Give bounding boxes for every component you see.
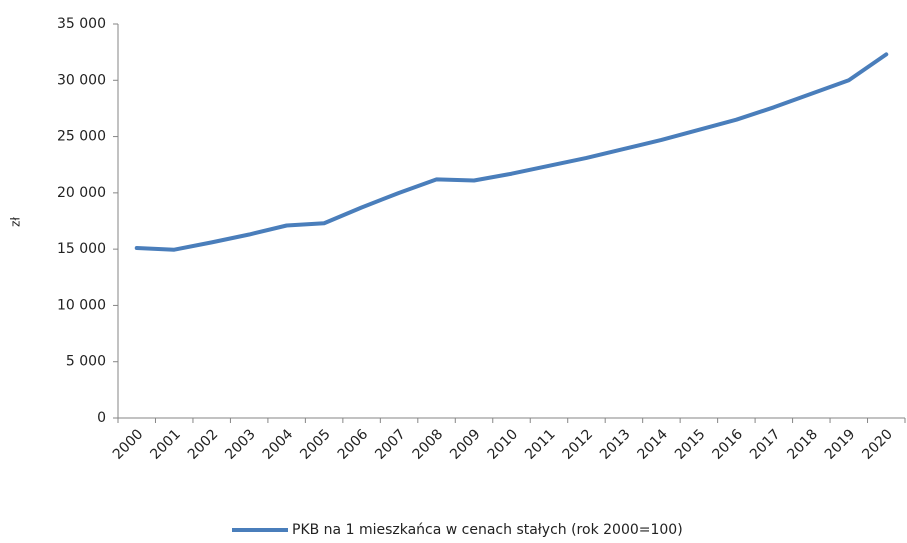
- y-tick-label: 10 000: [57, 297, 106, 313]
- y-tick-label: 25 000: [57, 129, 106, 145]
- x-tick-label: 2008: [410, 426, 447, 463]
- x-tick-label: 2001: [147, 426, 184, 463]
- y-tick-label: 15 000: [57, 241, 106, 257]
- line-series: [134, 52, 889, 252]
- x-tick-label: 2002: [185, 426, 222, 463]
- x-tick-label: 2019: [822, 426, 859, 463]
- x-tick-label: 2020: [859, 426, 896, 463]
- x-tick-label: 2007: [372, 426, 409, 463]
- x-tick-label: 2016: [709, 426, 746, 463]
- x-tick-label: 2005: [297, 426, 334, 463]
- x-tick-label: 2009: [447, 426, 484, 463]
- x-tick-label: 2018: [784, 426, 821, 463]
- x-tick-label: 2006: [335, 426, 372, 463]
- x-tick-label: 2017: [747, 426, 784, 463]
- y-tick-label: 35 000: [57, 16, 106, 32]
- x-tick-label: 2011: [522, 426, 559, 463]
- y-tick-label: 20 000: [57, 185, 106, 201]
- legend-label: PKB na 1 mieszkańca w cenach stałych (ro…: [292, 522, 683, 538]
- x-tick-label: 2004: [260, 426, 297, 463]
- x-tick-label: 2010: [485, 426, 522, 463]
- x-tick-label: 2013: [597, 426, 634, 463]
- x-tick-label: 2012: [560, 426, 597, 463]
- x-tick-label: 2000: [110, 426, 147, 463]
- y-tick-label: 5 000: [66, 354, 106, 370]
- y-axis-label: zł: [9, 217, 23, 227]
- y-tick-label: 30 000: [57, 72, 106, 88]
- y-tick-label: 0: [97, 410, 106, 426]
- x-tick-label: 2015: [672, 426, 709, 463]
- x-tick-label: 2003: [222, 426, 259, 463]
- x-tick-label: 2014: [635, 426, 672, 463]
